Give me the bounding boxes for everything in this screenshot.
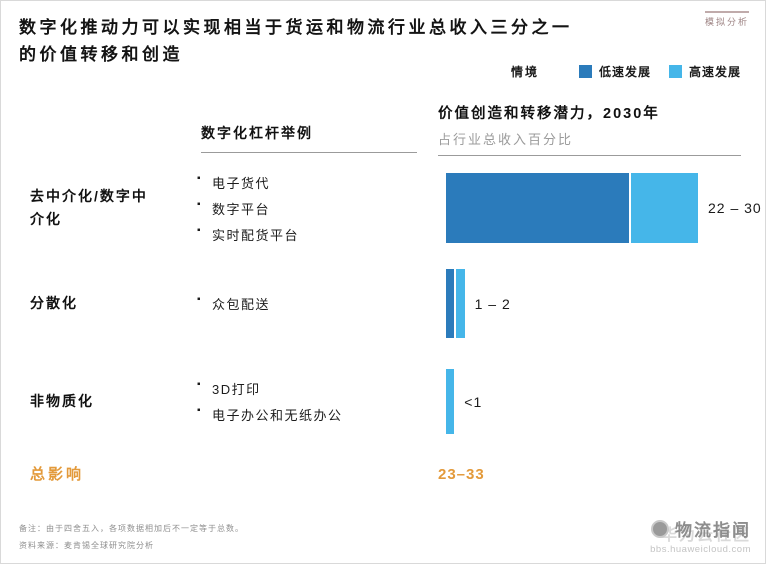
- bar-cell: <1: [416, 369, 765, 434]
- logo-icon: [651, 519, 669, 538]
- legend-label-low: 低速发展: [598, 65, 651, 79]
- lever-bullet: 实时配货平台: [197, 225, 408, 244]
- footnote-note: 备注：由于四舍五入，各项数据相加后不一定等于总数。: [19, 523, 244, 533]
- legend-item-low: 低速发展: [578, 63, 651, 80]
- value-header-subtitle: 占行业总收入百分比: [438, 132, 574, 147]
- column-header-levers: 数字化杠杆举例: [201, 123, 417, 153]
- stacked-bar: [446, 369, 455, 434]
- watermark-primary: 物流指闻: [650, 516, 751, 541]
- category-label: 去中介化/数字中介化: [30, 187, 148, 227]
- column-header-value: 价值创造和转移潜力，2030年 占行业总收入百分比: [438, 102, 741, 156]
- watermark-secondary: 华为云社区: [660, 527, 751, 544]
- lever-bullet: 数字平台: [197, 199, 408, 218]
- chart-rows: 去中介化/数字中介化电子货代数字平台实时配货平台22 – 30分散化众包配送1 …: [1, 173, 765, 434]
- total-value: 23–33: [438, 466, 485, 483]
- lever-bullets: 电子货代数字平台实时配货平台: [151, 173, 416, 243]
- stacked-bar: [446, 269, 465, 338]
- stacked-bar: [446, 173, 698, 243]
- footnotes: 备注：由于四舍五入，各项数据相加后不一定等于总数。 资料来源：麦肯锡全球研究院分…: [19, 520, 244, 555]
- lever-bullet: 众包配送: [197, 294, 408, 313]
- lever-bullet: 电子货代: [197, 173, 408, 192]
- page-title-line1: 数字化推动力可以实现相当于货运和物流行业总收入三分之一: [19, 18, 573, 37]
- legend-swatch-high-icon: [668, 65, 682, 78]
- total-label: 总影响: [30, 466, 85, 483]
- page-title-line2: 的价值转移和创造: [19, 45, 183, 65]
- bar-value-label: 22 – 30: [707, 200, 762, 216]
- lever-bullet: 3D打印: [197, 379, 408, 398]
- bar-segment-low: [446, 269, 455, 338]
- chart-row: 非物质化 3D打印电子办公和无纸办公 <1: [1, 369, 765, 434]
- chart-row: 去中介化/数字中介化电子货代数字平台实时配货平台22 – 30: [1, 173, 765, 243]
- watermark-primary-text: 物流指闻: [675, 521, 751, 540]
- chart-row: 分散化 众包配送 1 – 2: [1, 269, 765, 338]
- bar-segment-high: [456, 269, 465, 338]
- total-row: 总影响 23–33: [1, 463, 765, 484]
- legend: 情境 低速发展 高速发展: [511, 63, 741, 80]
- category-label: 分散化: [30, 294, 78, 311]
- bar-cell: 1 – 2: [416, 269, 765, 338]
- page-title: 数字化推动力可以实现相当于货运和物流行业总收入三分之一 的价值转移和创造: [19, 14, 573, 68]
- legend-label-high: 高速发展: [688, 65, 741, 79]
- category-label: 非物质化: [30, 392, 94, 409]
- lever-bullets: 众包配送: [151, 269, 416, 338]
- bar-value-label: <1: [464, 393, 483, 410]
- bar-cell: 22 – 30: [416, 173, 765, 243]
- bar-value-label: 1 – 2: [474, 295, 511, 312]
- bar-segment-high: [631, 173, 698, 243]
- bar-segment-low: [446, 173, 630, 243]
- legend-swatch-low-icon: [578, 65, 592, 78]
- value-header-title: 价值创造和转移潜力，2030年: [438, 106, 660, 122]
- bar-segment-high: [446, 369, 455, 434]
- watermark-url: bbs.huaweicloud.com: [650, 544, 751, 555]
- watermark: 华为云社区 物流指闻 bbs.huaweicloud.com: [650, 516, 751, 555]
- legend-title: 情境: [510, 65, 539, 79]
- simulation-tag: 模拟分析: [704, 11, 749, 28]
- footnote-source: 资料来源：麦肯锡全球研究院分析: [19, 541, 154, 551]
- legend-item-high: 高速发展: [668, 63, 741, 80]
- lever-bullets: 3D打印电子办公和无纸办公: [151, 369, 416, 434]
- lever-bullet: 电子办公和无纸办公: [197, 405, 408, 424]
